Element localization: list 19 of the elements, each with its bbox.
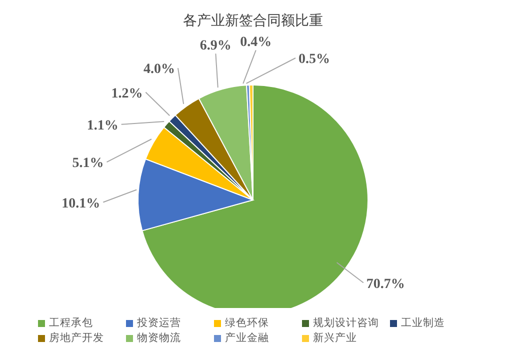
data-label: 4.0% bbox=[143, 62, 175, 78]
legend-label: 新兴产业 bbox=[313, 331, 357, 345]
data-label: 10.1% bbox=[62, 196, 100, 212]
legend-label: 规划设计咨询 bbox=[313, 316, 379, 330]
legend-label: 投资运营 bbox=[137, 316, 181, 330]
legend-label: 工业制造 bbox=[401, 316, 445, 330]
data-label: 0.5% bbox=[298, 52, 330, 67]
legend-label: 房地产开发 bbox=[49, 331, 104, 345]
legend-label: 产业金融 bbox=[225, 331, 269, 345]
data-label: 0.4% bbox=[240, 35, 272, 50]
data-label: 70.7% bbox=[366, 276, 405, 292]
data-label: 1.1% bbox=[86, 118, 118, 134]
legend-label: 工程承包 bbox=[49, 316, 93, 330]
data-label: 5.1% bbox=[72, 156, 104, 172]
data-label: 1.2% bbox=[111, 86, 143, 102]
data-label: 6.9% bbox=[200, 38, 232, 54]
legend-label: 绿色环保 bbox=[225, 316, 269, 330]
chart-title: 各产业新签合同额比重 bbox=[182, 12, 324, 30]
legend-label: 物资物流 bbox=[137, 331, 181, 345]
